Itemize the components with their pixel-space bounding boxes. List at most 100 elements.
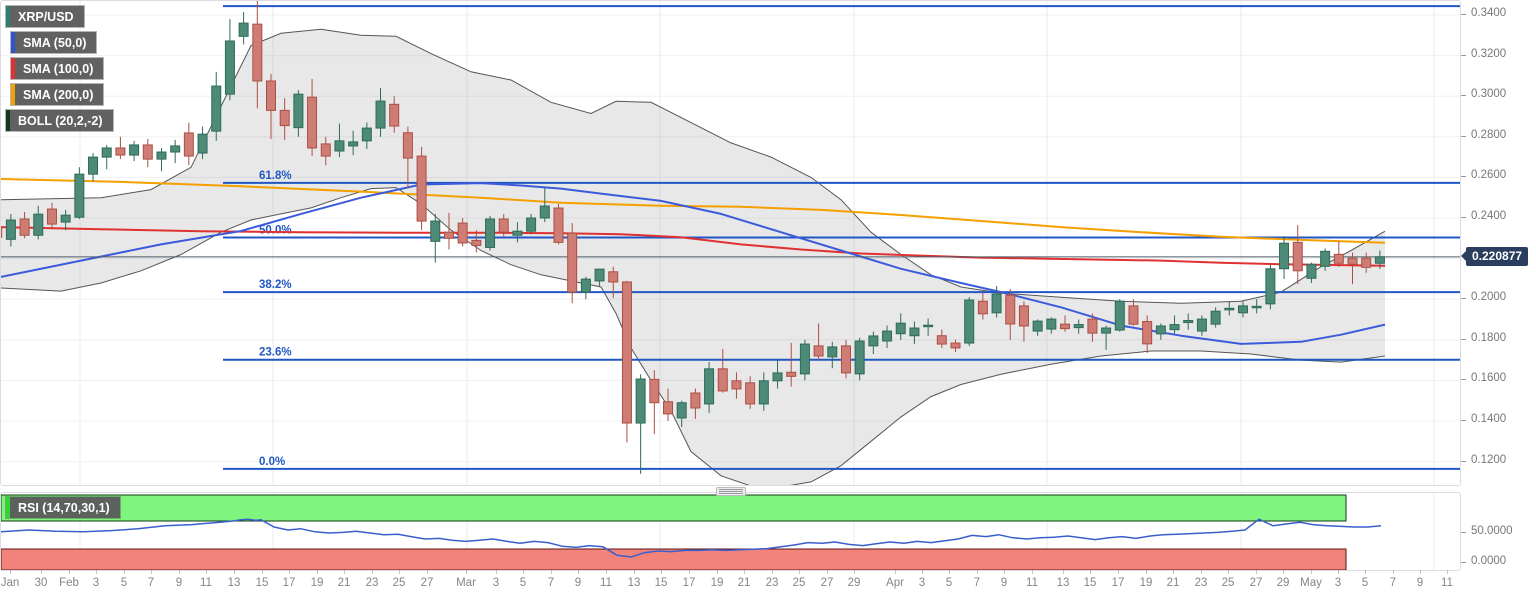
price-tick [1461,95,1466,97]
time-tick-label: 27 [420,577,434,589]
time-tick [717,570,718,574]
time-tick [151,570,152,574]
legend-chip-sma100[interactable]: SMA (100,0) [11,58,104,79]
price-tick-label: 0.2000 [1471,291,1507,304]
time-tick-label: 21 [1166,577,1180,589]
price-tick [1461,379,1466,381]
svg-text:38.2%: 38.2% [259,279,292,291]
time-tick-label: 17 [282,577,296,589]
svg-text:0.0%: 0.0% [259,456,285,468]
svg-text:50.0%: 50.0% [259,224,292,236]
time-tick-label: 19 [310,577,324,589]
time-tick [1201,570,1202,574]
time-tick-label: 11 [200,577,212,589]
time-tick-label: 15 [654,577,668,589]
price-tick-label: 0.3200 [1471,47,1507,60]
time-tick-label: 5 [1361,577,1369,589]
sma200-label: SMA (200,0) [23,87,94,102]
time-tick [689,570,690,574]
rsi-tick [1461,532,1466,533]
time-tick [606,570,607,574]
time-tick-label: 25 [792,577,806,589]
sma100-label: SMA (100,0) [23,61,94,76]
time-tick [1004,570,1005,574]
price-tick [1461,420,1466,421]
current-price-badge: 0.220877 [1460,247,1529,266]
time-tick-label: 9 [175,577,183,589]
time-tick [1365,570,1366,574]
time-tick-label: Jan [0,577,20,589]
time-tick [1173,570,1174,574]
time-tick [41,570,42,574]
time-tick-label: 7 [973,577,981,589]
time-tick [1146,570,1147,574]
time-tick [496,570,497,574]
rsi-tick-label: 50.0000 [1471,525,1513,537]
time-tick-label: 29 [847,577,861,589]
time-tick [854,570,855,574]
legend-chip-sma200[interactable]: SMA (200,0) [11,84,104,105]
svg-text:61.8%: 61.8% [259,170,292,182]
rsi-tick-label: 0.0000 [1471,555,1507,567]
legend-chip-boll[interactable]: BOLL (20,2,-2) [6,110,113,131]
rsi-chart-canvas[interactable] [1,493,1460,570]
legend-chip-rsi[interactable]: RSI (14,70,30,1) [6,497,120,518]
time-tick [551,570,552,574]
time-tick-label: 29 [1276,577,1290,589]
time-tick-label: 23 [765,577,779,589]
time-tick-label: 23 [1194,577,1208,589]
time-tick-label: 3 [1334,577,1342,589]
time-tick [1118,570,1119,574]
time-tick-label: 11 [1026,577,1038,589]
time-tick-label: 13 [1056,577,1070,589]
time-tick-label: 19 [710,577,724,589]
time-tick [96,570,97,574]
time-tick-label: 3 [92,577,100,589]
legend-chip-sma50[interactable]: SMA (50,0) [11,32,97,53]
time-tick-label: 17 [682,577,696,589]
price-tick-label: 0.2600 [1471,169,1507,182]
rsi-tick [1461,562,1466,563]
sma50-color-bar [11,32,15,53]
price-tick [1461,135,1466,137]
time-tick [1063,570,1064,574]
time-tick-label: 15 [1083,577,1097,589]
sma50-label: SMA (50,0) [23,35,87,50]
time-tick-label: 13 [627,577,641,589]
symbol-color-bar [6,6,10,27]
price-tick-label: 0.3000 [1471,88,1507,101]
price-tick [1461,217,1466,218]
time-tick [124,570,125,574]
time-tick-label: 3 [492,577,500,589]
candlestick-chart-canvas[interactable]: 61.8% 50.0% 38.2% 23.6% 0.0% [1,1,1460,485]
time-tick-label: May [1300,577,1322,589]
time-tick [69,570,70,574]
time-tick-label: 25 [392,577,406,589]
time-tick [772,570,773,574]
time-tick-label: 9 [574,577,582,589]
legend-chip-symbol[interactable]: XRP/USD [6,6,84,27]
time-tick [234,570,235,574]
pane-resize-grip[interactable] [716,487,746,496]
time-tick [578,570,579,574]
time-tick [922,570,923,574]
rsi-indicator-pane[interactable] [0,492,1461,571]
price-chart-pane[interactable]: 61.8% 50.0% 38.2% 23.6% 0.0% [0,0,1461,486]
price-tick-label: 0.3400 [1471,7,1507,19]
time-tick [262,570,263,574]
time-tick-label: 7 [547,577,555,589]
time-tick [744,570,745,574]
time-tick-label: 5 [120,577,128,589]
rsi-label: RSI (14,70,30,1) [18,500,110,515]
time-tick-label: 27 [820,577,834,589]
time-tick [827,570,828,574]
time-tick [1090,570,1091,574]
time-tick-label: 7 [1389,577,1397,589]
time-tick [344,570,345,574]
time-tick [1420,570,1421,574]
time-tick-label: 23 [365,577,379,589]
time-tick-label: Feb [59,577,79,589]
time-tick [977,570,978,574]
time-tick [895,570,896,574]
